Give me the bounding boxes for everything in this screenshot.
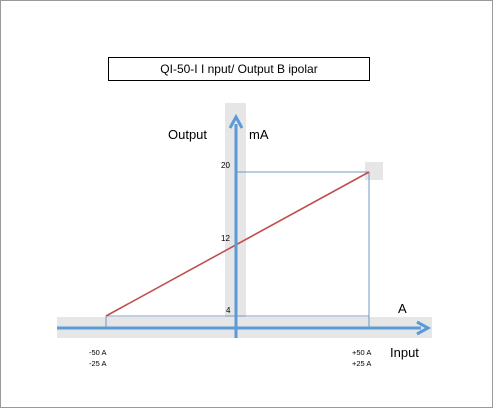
x-tick-label-neg50: -50 A (89, 348, 107, 357)
x-tick-label-pos25: +25 A (352, 359, 371, 368)
output-unit-label: mA (249, 127, 269, 142)
input-axis-arrowhead (416, 320, 432, 336)
output-axis-arrowhead (228, 113, 244, 129)
output-axis-label: Output (168, 127, 207, 142)
y-tick-label-20: 20 (221, 161, 230, 170)
y-tick-label-4: 4 (226, 306, 231, 315)
input-axis-label: Input (390, 345, 419, 360)
x-tick-label-pos50: +50 A (352, 348, 371, 357)
input-unit-label: A (398, 301, 407, 316)
y-tick-label-12: 12 (221, 234, 230, 243)
diagram-title: QI-50-I I nput/ Output B ipolar (108, 57, 370, 81)
upper-range-box (235, 171, 370, 328)
x-tick-label-neg25: -25 A (89, 359, 107, 368)
top-right-shade (365, 162, 383, 180)
